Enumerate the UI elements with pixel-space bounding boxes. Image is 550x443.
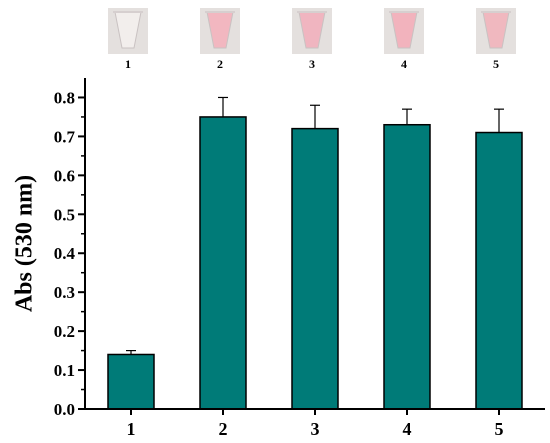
bar-2 bbox=[199, 116, 247, 410]
x-tick-label: 2 bbox=[219, 419, 228, 439]
tube-photo-4: 4 bbox=[384, 8, 424, 71]
photo-label: 1 bbox=[125, 57, 131, 71]
y-tick-label: 0.6 bbox=[54, 166, 75, 185]
tube-photos: 1 2 3 4 5 bbox=[108, 8, 516, 71]
y-tick-label: 0.7 bbox=[54, 127, 76, 146]
bars-group bbox=[107, 116, 523, 410]
y-tick-label: 0.5 bbox=[54, 205, 75, 224]
y-tick-label: 0.8 bbox=[54, 88, 75, 107]
photo-label: 5 bbox=[493, 57, 499, 71]
x-tick-label: 3 bbox=[311, 419, 320, 439]
bar-5 bbox=[475, 131, 523, 410]
tube-photo-1: 1 bbox=[108, 8, 148, 71]
x-tick-label: 1 bbox=[127, 419, 136, 439]
y-axis-label: Abs (530 nm) bbox=[12, 175, 38, 312]
tube-photo-5: 5 bbox=[476, 8, 516, 71]
x-tick-label: 5 bbox=[495, 419, 504, 439]
x-tick-label: 4 bbox=[403, 419, 412, 439]
tube-photo-3: 3 bbox=[292, 8, 332, 71]
bar-1 bbox=[107, 353, 155, 410]
bar-3 bbox=[291, 127, 339, 410]
y-tick-label: 0.1 bbox=[54, 361, 75, 380]
y-tick-label: 0.0 bbox=[54, 400, 75, 419]
y-tick-label: 0.4 bbox=[54, 244, 76, 263]
y-ticks-group: 0.0 0.1 0.2 0.3 0.4 0.5 0.6 0.7 0.8 bbox=[54, 88, 85, 419]
photo-label: 3 bbox=[309, 57, 315, 71]
tube-photo-2: 2 bbox=[200, 8, 240, 71]
error-bars-group bbox=[126, 96, 504, 355]
bar-4 bbox=[383, 123, 431, 410]
y-tick-label: 0.2 bbox=[54, 322, 75, 341]
photo-label: 2 bbox=[217, 57, 223, 71]
x-ticks-group: 1 2 3 4 5 bbox=[127, 409, 504, 439]
y-tick-label: 0.3 bbox=[54, 283, 75, 302]
photo-label: 4 bbox=[401, 57, 407, 71]
